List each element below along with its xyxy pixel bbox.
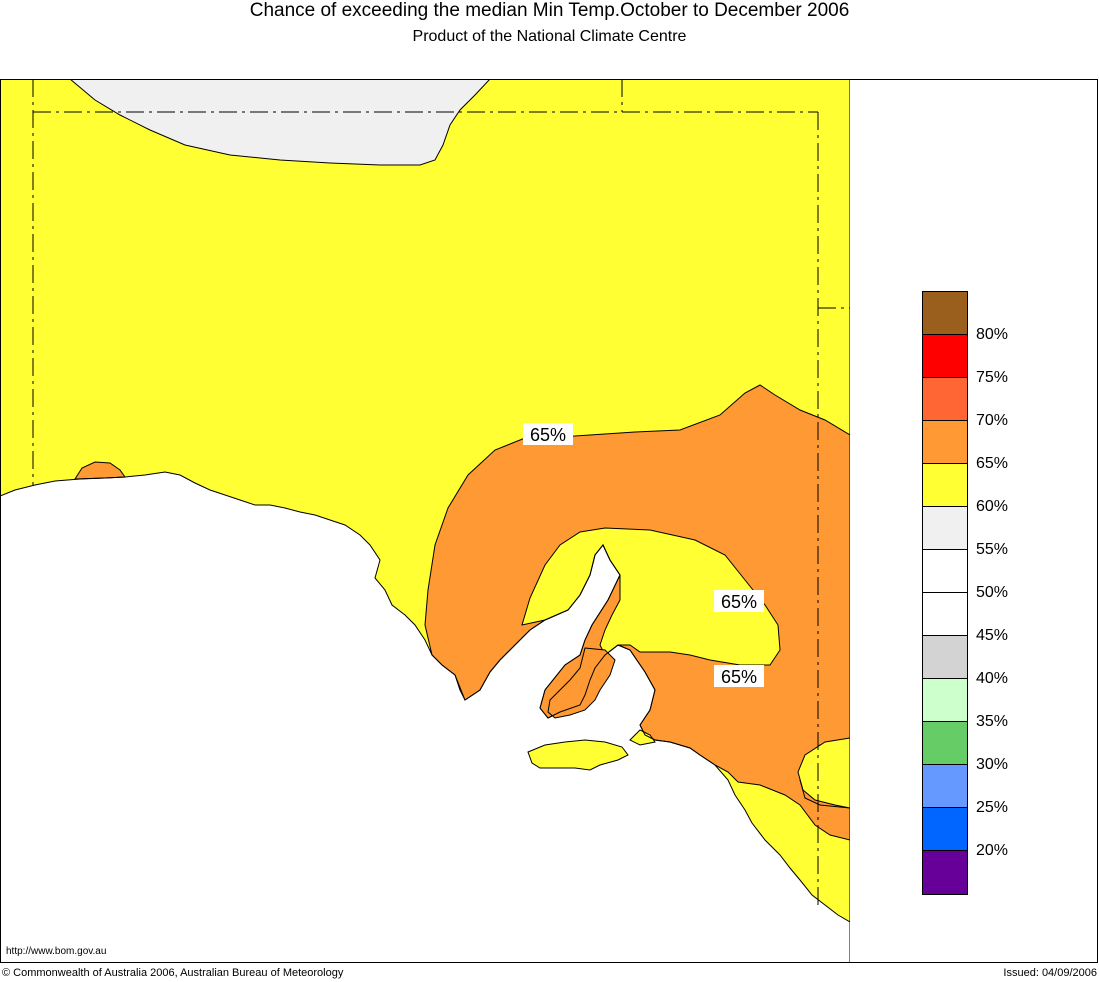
legend-label: 30% [976,756,1009,773]
yorke-orange-region [547,647,616,719]
legend-colorbar [922,291,968,895]
legend-swatch [923,722,967,765]
map-title: Chance of exceeding the median Min Temp.… [249,0,850,21]
legend-swatch [923,765,967,808]
legend-label: 55% [976,541,1009,558]
legend-swatch [923,636,967,679]
legend-label: 20% [976,842,1009,859]
state-borders [32,79,850,905]
probability-map: 65% 65% 65% [0,79,850,963]
legend-label: 50% [976,584,1009,601]
legend-swatch [923,593,967,636]
map-frame [0,79,1098,963]
northern-55-60-region [69,79,491,166]
legend-swatch [923,464,967,507]
contour-label-3: 65% [714,665,764,687]
legend-label: 35% [976,713,1009,730]
issued-date: Issued: 04/09/2006 [1003,967,1097,979]
contour-label-1-text: 65% [530,425,566,445]
legend-swatch [923,335,967,378]
legend-swatch [923,292,967,335]
legend-swatch [923,378,967,421]
coastline [0,471,850,923]
legend-label: 40% [976,670,1009,687]
legend-swatch [923,808,967,851]
legend-label: 80% [976,326,1009,343]
legend-swatch [923,421,967,464]
legend-label: 45% [976,627,1009,644]
legend-swatch [923,507,967,550]
legend-swatch [923,679,967,722]
legend-label: 70% [976,412,1009,429]
legend-swatch [923,550,967,593]
kangaroo-island [527,739,629,771]
bom-url: http://www.bom.gov.au [6,946,107,957]
legend-label: 60% [976,498,1009,515]
land-60-65-region [0,79,850,922]
legend-label: 65% [976,455,1009,472]
contour-label-2-text: 65% [721,592,757,612]
legend-swatch [923,851,967,894]
contour-label-1: 65% [523,423,573,445]
contour-label-2: 65% [714,590,764,612]
copyright-notice: © Commonwealth of Australia 2006, Austra… [2,967,344,979]
map-subtitle: Product of the National Climate Centre [412,28,687,45]
contour-label-3-text: 65% [721,667,757,687]
legend-label: 25% [976,799,1009,816]
legend-label: 75% [976,369,1009,386]
